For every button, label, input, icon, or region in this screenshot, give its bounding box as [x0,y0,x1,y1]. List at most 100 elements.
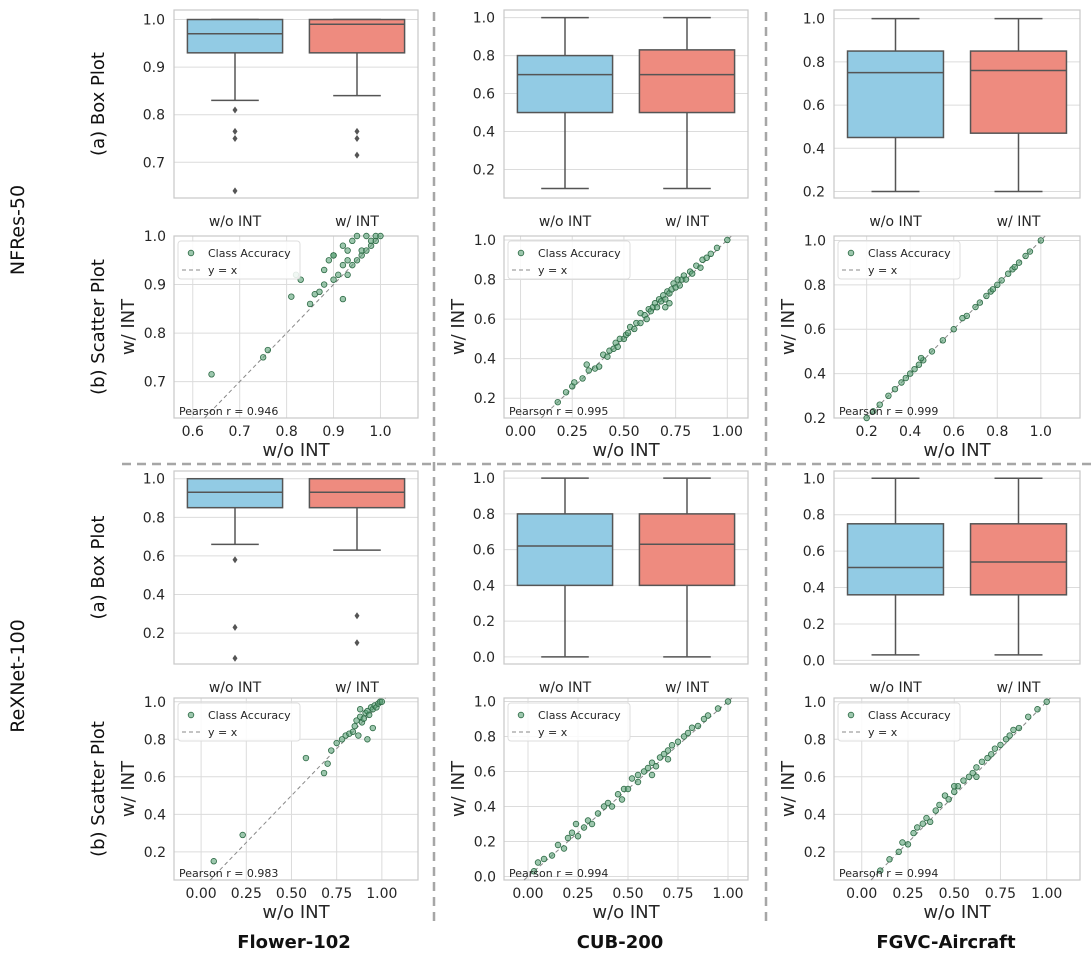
y-tick-label: 0.0 [803,653,825,669]
scatter-point [330,252,337,259]
box-without-int [186,477,284,662]
legend-box [177,702,301,742]
scatter-point [306,300,314,308]
scatter-point [349,261,356,269]
scatter-point [264,346,272,354]
scatter-point [713,244,721,252]
y-axis-label: w/ INT [118,760,139,817]
y-tick-label: 1.0 [803,12,825,28]
scatter-point [585,367,592,374]
box-plot-panel: 0.2 0.4 0.6 0.8 1.0 w/o INT w/ INT [473,9,749,230]
scatter-point [302,754,310,762]
legend-label-line: y = x [208,726,238,739]
model-label-rexnet100: ReXNet-100 [7,619,29,733]
box-with-int [638,477,736,658]
x-category-label: w/ INT [665,214,709,230]
scatter-point [1025,713,1032,720]
scatter-point [902,374,910,382]
scatter-point [344,247,351,254]
y-tick-label: 1.0 [474,233,496,249]
scatter-point [965,773,973,781]
y-tick-label: 0.8 [804,732,826,748]
y-tick-label: 0.8 [803,55,825,71]
scatter-point [989,286,997,293]
plot-frame [173,235,419,419]
dataset-label: Flower-102 [237,932,351,953]
legend-box [177,240,301,280]
scatter-point [1004,270,1012,277]
x-tick-label: 0.9 [322,424,344,440]
outlier-point [354,639,360,647]
scatter-point [877,867,884,874]
scatter-point [330,276,337,283]
x-category-label: w/o INT [869,214,922,230]
y-tick-label: 1.0 [144,695,166,711]
y-tick-label: 0.7 [144,375,166,391]
scatter-point [548,852,556,859]
y-tick-label: 0.6 [473,87,495,103]
scatter-point [614,791,622,798]
scatter-point [1043,698,1050,705]
box-iqr [638,513,736,587]
scatter-point [369,724,377,732]
y-tick-label: 1.0 [804,233,826,249]
scatter-point [333,739,340,747]
box-plot-panel: 0.2 0.4 0.6 0.8 1.0 w/o INT w/ INT [803,9,1081,230]
scatter-point [988,751,995,758]
x-tick-label: 0.00 [846,886,877,902]
x-tick-label: 0.25 [557,424,588,440]
x-tick-label: 0.8 [986,424,1008,440]
y-tick-label: 0.8 [143,108,165,124]
scatter-plot-panel: 0.7 0.8 0.9 1.0 0.6 0.7 0.8 0.9 1.0 Class Accurac… [118,229,419,461]
scatter-point [356,706,364,713]
row-label-scatter-plot: (b) Scatter Plot [88,259,109,395]
x-tick-label: 0.25 [562,886,593,902]
scatter-point [932,807,939,814]
box-iqr [969,50,1068,134]
row-label-box-plot: (a) Box Plot [88,52,109,156]
scatter-plot-panel: 0.0 0.2 0.4 0.6 0.8 1.0 0.00 0.25 0.50 0.75 1.00 Cl… [448,695,749,923]
scatter-point [574,833,582,840]
scatter-point [568,829,576,836]
box-iqr [846,523,945,596]
legend-marker [517,711,525,719]
scatter-point [628,775,636,782]
y-tick-label: 0.4 [803,581,825,597]
scatter-point [554,398,561,406]
scatter-point [637,319,644,327]
y-axis-label: w/ INT [778,298,799,355]
y-tick-label: 0.2 [804,845,826,861]
x-category-label: w/ INT [335,680,379,696]
scatter-point [631,325,638,333]
y-tick-label: 0.8 [473,49,495,65]
y-tick-label: 0.6 [803,544,825,560]
scatter-point [608,803,616,810]
pearson-annotation: Pearson r = 0.983 [179,867,278,880]
x-axis-label: w/o INT [262,902,330,923]
scatter-point [1011,263,1018,271]
scatter-point [697,264,704,271]
x-category-label: w/o INT [539,680,592,696]
scatter-point [684,729,692,737]
pearson-annotation: Pearson r = 0.995 [509,405,608,418]
scatter-point [1006,732,1013,739]
scatter-point [349,237,356,245]
box-iqr [516,54,614,114]
y-tick-label: 1.0 [143,13,165,29]
scatter-point [540,855,548,863]
legend-label-line: y = x [868,264,898,277]
scatter-point [936,801,943,809]
row-label-scatter-plot: (b) Scatter Plot [88,721,109,857]
scatter-point [339,295,347,303]
scatter-point [624,329,632,337]
scatter-point [656,754,664,761]
scatter-point [1015,259,1023,266]
scatter-point [363,232,370,240]
scatter-point [1015,724,1023,732]
box-iqr [308,18,406,54]
y-tick-label: 0.6 [803,98,825,114]
scatter-point [580,824,588,831]
box-plot-panel: 0.0 0.2 0.4 0.6 0.8 1.0 w/o INT w/ INT [803,470,1081,696]
plot-frame [503,697,749,881]
